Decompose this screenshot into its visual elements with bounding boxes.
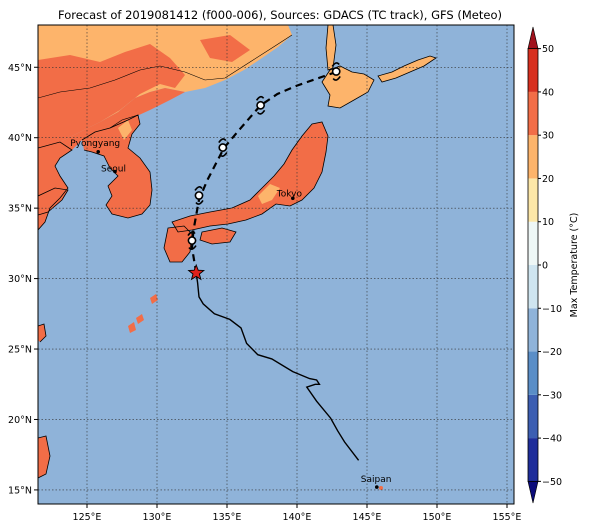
cyclone-symbol <box>331 62 341 81</box>
luzon <box>38 436 50 478</box>
colorbar-segment <box>528 221 538 265</box>
lat-tick-label: 20°N <box>8 415 32 426</box>
cyclone-arm <box>256 109 266 115</box>
honshu <box>172 122 328 232</box>
colorbar-tick-label: 40 <box>542 87 554 98</box>
mainland-warm-band <box>38 44 185 148</box>
colorbar-tick-label: 20 <box>542 174 554 185</box>
city-label: Tokyo <box>276 189 303 199</box>
cyclone-arm <box>195 200 204 205</box>
colorbar-tick-label: −20 <box>542 347 562 358</box>
colorbar-segment <box>528 91 538 136</box>
city-dot <box>96 149 100 154</box>
cyclone-arm <box>188 245 197 250</box>
lon-tick-label: 125°E <box>73 512 102 523</box>
colorbar: −50 −40 −30 −20 −10 0 10 20 30 40 50 <box>527 26 562 504</box>
graticule <box>38 25 514 504</box>
lat-tick-label: 45°N <box>8 63 32 74</box>
colorbar-segment <box>528 394 538 439</box>
colorbar-tick-label: −10 <box>542 304 562 315</box>
cyclone-center <box>187 236 197 245</box>
lon-tick-label: 135°E <box>213 512 242 523</box>
longitude-ticks: 125°E 130°E 135°E 140°E 145°E 150°E 155°E <box>73 504 522 523</box>
colorbar-tick-label: −50 <box>542 477 562 488</box>
cyclone-center <box>218 143 228 152</box>
past-track-line <box>195 272 360 461</box>
mainland-south <box>38 88 185 230</box>
lon-tick-label: 150°E <box>423 512 452 523</box>
cyclone-arm <box>187 231 196 237</box>
colorbar-segment <box>528 178 538 222</box>
city-dot <box>375 485 379 489</box>
storm-position-star <box>187 263 206 281</box>
colorbar-tick-label: 50 <box>542 44 554 55</box>
latitude-ticks: 15°N 20°N 25°N 30°N 35°N 40°N 45°N <box>8 63 38 496</box>
colorbar-tick-label: −30 <box>542 390 562 401</box>
lat-tick-label: 25°N <box>8 345 32 356</box>
saipan-island <box>379 486 383 490</box>
kuril-islands <box>378 56 436 82</box>
lat-tick-label: 35°N <box>8 204 32 215</box>
city-dot <box>113 169 117 174</box>
colorbar-segment <box>528 48 538 92</box>
city-dot <box>291 196 295 201</box>
city-markers: Pyongyang Seoul Tokyo Saipan <box>70 139 391 489</box>
cyclone-center <box>194 191 204 200</box>
korean-peninsula <box>82 115 152 218</box>
colorbar-label: Max Temperature (°C) <box>569 213 580 318</box>
hokkaido <box>322 66 374 108</box>
sakhalin <box>326 25 336 70</box>
country-borders <box>38 34 293 129</box>
mainland-warm-patch <box>200 35 250 62</box>
colorbar-tick-label: 10 <box>542 217 554 228</box>
land-masses <box>38 25 436 490</box>
lat-tick-label: 40°N <box>8 133 32 144</box>
colorbar-segment <box>528 351 538 395</box>
cyclone-arm <box>219 152 228 157</box>
colorbar-segment <box>528 135 538 179</box>
cyclone-symbol <box>194 186 204 205</box>
cyclone-symbol <box>218 138 228 157</box>
lat-tick-label: 30°N <box>8 274 32 285</box>
cyclone-center <box>331 67 341 76</box>
colorbar-segment <box>528 308 538 352</box>
colorbar-extension-high <box>527 26 539 49</box>
lon-tick-label: 155°E <box>493 512 522 523</box>
cyclone-arm <box>332 76 341 81</box>
map-frame <box>37 24 515 505</box>
cyclone-arm <box>331 62 340 67</box>
ryukyu-islands <box>128 294 158 333</box>
colorbar-segment <box>528 265 538 309</box>
city-label: Pyongyang <box>70 139 120 149</box>
colorbar-extension-low <box>527 481 539 504</box>
lon-tick-label: 130°E <box>143 512 172 523</box>
colorbar-segment <box>528 438 538 482</box>
colorbar-tick-label: 30 <box>542 131 554 142</box>
cyclone-arm <box>255 95 265 101</box>
cyclone-tracks <box>187 62 360 461</box>
cyclone-center <box>256 100 265 110</box>
cyclone-arm <box>194 186 203 191</box>
city-label: Seoul <box>101 165 126 175</box>
cyclone-symbol <box>255 95 266 115</box>
colorbar-tick-label: −40 <box>542 434 562 445</box>
lat-tick-label: 15°N <box>8 485 32 496</box>
honshu-mild-patch <box>258 184 280 204</box>
lon-tick-label: 145°E <box>353 512 382 523</box>
kyushu <box>164 226 192 262</box>
coastlines <box>38 25 437 479</box>
korea-mild-patch <box>118 120 132 140</box>
colorbar-tick-label: 0 <box>542 261 548 272</box>
cyclone-symbol <box>187 231 197 250</box>
map-title: Forecast of 2019081412 (f000-006), Sourc… <box>58 8 502 22</box>
cyclone-arm <box>218 138 227 144</box>
lon-tick-label: 140°E <box>283 512 312 523</box>
city-label: Saipan <box>361 475 392 485</box>
